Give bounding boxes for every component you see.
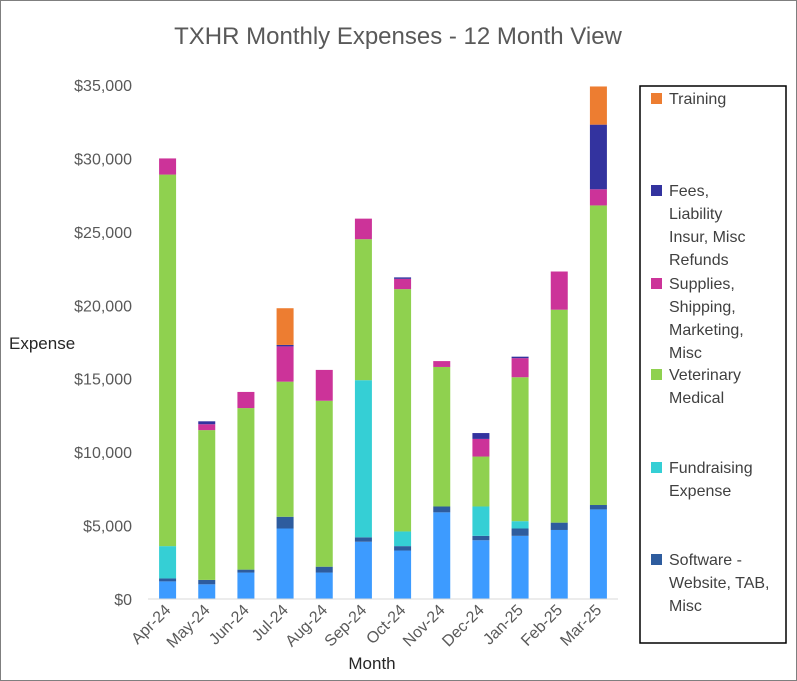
- chart-title: TXHR Monthly Expenses - 12 Month View: [174, 23, 622, 50]
- bar-segment: [354, 541, 372, 599]
- bar-segment: [394, 277, 412, 279]
- bar-segment: [276, 346, 294, 382]
- bar-segment: [237, 408, 255, 570]
- bar-segment: [589, 505, 607, 510]
- y-tick-label: $5,000: [83, 519, 132, 536]
- bar-segment: [159, 578, 177, 582]
- y-tick-label: $20,000: [74, 298, 132, 315]
- legend-swatch: [651, 185, 662, 196]
- bar-segment: [159, 546, 177, 579]
- x-tick-label: Mar-25: [557, 602, 605, 650]
- legend-swatch: [651, 369, 662, 380]
- bar-segment: [354, 537, 372, 542]
- bar-segment: [276, 381, 294, 517]
- bar-segment: [276, 528, 294, 599]
- bar-segment: [198, 421, 216, 425]
- bar-segment: [511, 377, 529, 522]
- bar-segment: [159, 581, 177, 599]
- x-tick-label: May-24: [164, 602, 214, 652]
- x-axis-label: Month: [348, 654, 395, 673]
- bar-segment: [315, 572, 333, 599]
- x-tick-label: Sep-24: [322, 602, 371, 651]
- bar-segment: [354, 239, 372, 381]
- x-axis-ticks: Apr-24May-24Jun-24Jul-24Aug-24Sep-24Oct-…: [128, 602, 605, 652]
- bar-segment: [550, 529, 568, 599]
- bar-segment: [511, 356, 529, 359]
- x-tick-label: Jan-25: [480, 602, 527, 649]
- bar-segment: [433, 361, 451, 367]
- bar-segment: [589, 205, 607, 506]
- bar-segment: [589, 509, 607, 599]
- x-tick-label: Aug-24: [283, 602, 332, 651]
- bar-segment: [237, 572, 255, 599]
- bar-segment: [394, 278, 412, 290]
- bar-segment: [511, 535, 529, 599]
- legend-swatch: [651, 278, 662, 289]
- bar-segment: [198, 430, 216, 580]
- bar-segment: [472, 433, 490, 439]
- legend-label: Software -Website, TAB, Misc: [669, 552, 769, 615]
- bar-segment: [433, 512, 451, 599]
- bar-segment: [472, 456, 490, 507]
- x-tick-label: Feb-25: [518, 602, 566, 650]
- legend-swatch: [651, 93, 662, 104]
- x-tick-label: Jun-24: [206, 602, 253, 649]
- legend-label: Veterinary Medical: [669, 367, 741, 407]
- y-tick-label: $0: [114, 592, 132, 609]
- bar-segment: [511, 528, 529, 536]
- bar-segment: [159, 158, 177, 175]
- bar-segment: [159, 174, 177, 547]
- y-tick-label: $35,000: [74, 78, 132, 95]
- x-tick-label: Dec-24: [439, 602, 488, 651]
- bar-segment: [394, 546, 412, 551]
- bar-segment: [394, 550, 412, 599]
- bar-segment: [433, 506, 451, 513]
- bar-segment: [550, 271, 568, 310]
- legend-label: Fees, Liability Insur, Misc Refunds: [669, 183, 745, 269]
- y-axis-ticks: $0 $5,000 $10,000 $15,000 $20,000 $25,000 $30,…: [74, 78, 132, 609]
- bar-segment: [315, 566, 333, 573]
- bar-segment: [237, 569, 255, 573]
- bar-segment: [394, 531, 412, 547]
- y-axis-label: Expense: [9, 334, 75, 353]
- bar-segment: [315, 400, 333, 567]
- bar-segment: [589, 189, 607, 206]
- bar-segment: [394, 289, 412, 532]
- bar-segment: [433, 366, 451, 507]
- legend-label: Fundraising Expense: [669, 460, 753, 500]
- y-tick-label: $10,000: [74, 445, 132, 462]
- y-tick-label: $25,000: [74, 225, 132, 242]
- legend-label: Training: [669, 91, 726, 108]
- y-tick-label: $30,000: [74, 151, 132, 168]
- bar-segment: [472, 438, 490, 457]
- bar-segment: [237, 391, 255, 409]
- bar-segment: [276, 516, 294, 529]
- bar-segment: [511, 358, 529, 378]
- legend-box: [639, 85, 787, 644]
- legend-swatch: [651, 462, 662, 473]
- bar-segment: [550, 309, 568, 523]
- bar-segment: [276, 308, 294, 345]
- bar-segment: [511, 521, 529, 529]
- bar-segment: [550, 522, 568, 530]
- bar-segment: [315, 369, 333, 401]
- y-tick-label: $15,000: [74, 372, 132, 389]
- legend-label: Supplies, Shipping, Marketing, Misc: [669, 276, 744, 362]
- bar-segment: [198, 584, 216, 599]
- bar-segment: [472, 506, 490, 536]
- bar-segment: [472, 535, 490, 541]
- bar-segment: [354, 380, 372, 538]
- bar-segment: [198, 424, 216, 431]
- bar-segment: [472, 540, 490, 599]
- bar-segment: [354, 218, 372, 240]
- bar-segment: [589, 86, 607, 125]
- bars: [159, 86, 607, 599]
- bar-segment: [589, 124, 607, 190]
- bar-segment: [276, 344, 294, 347]
- legend-swatch: [651, 554, 662, 565]
- legend: Training Fees, Liability Insur, Misc Refunds…: [651, 91, 769, 615]
- bar-segment: [198, 579, 216, 585]
- x-tick-label: Nov-24: [400, 602, 449, 651]
